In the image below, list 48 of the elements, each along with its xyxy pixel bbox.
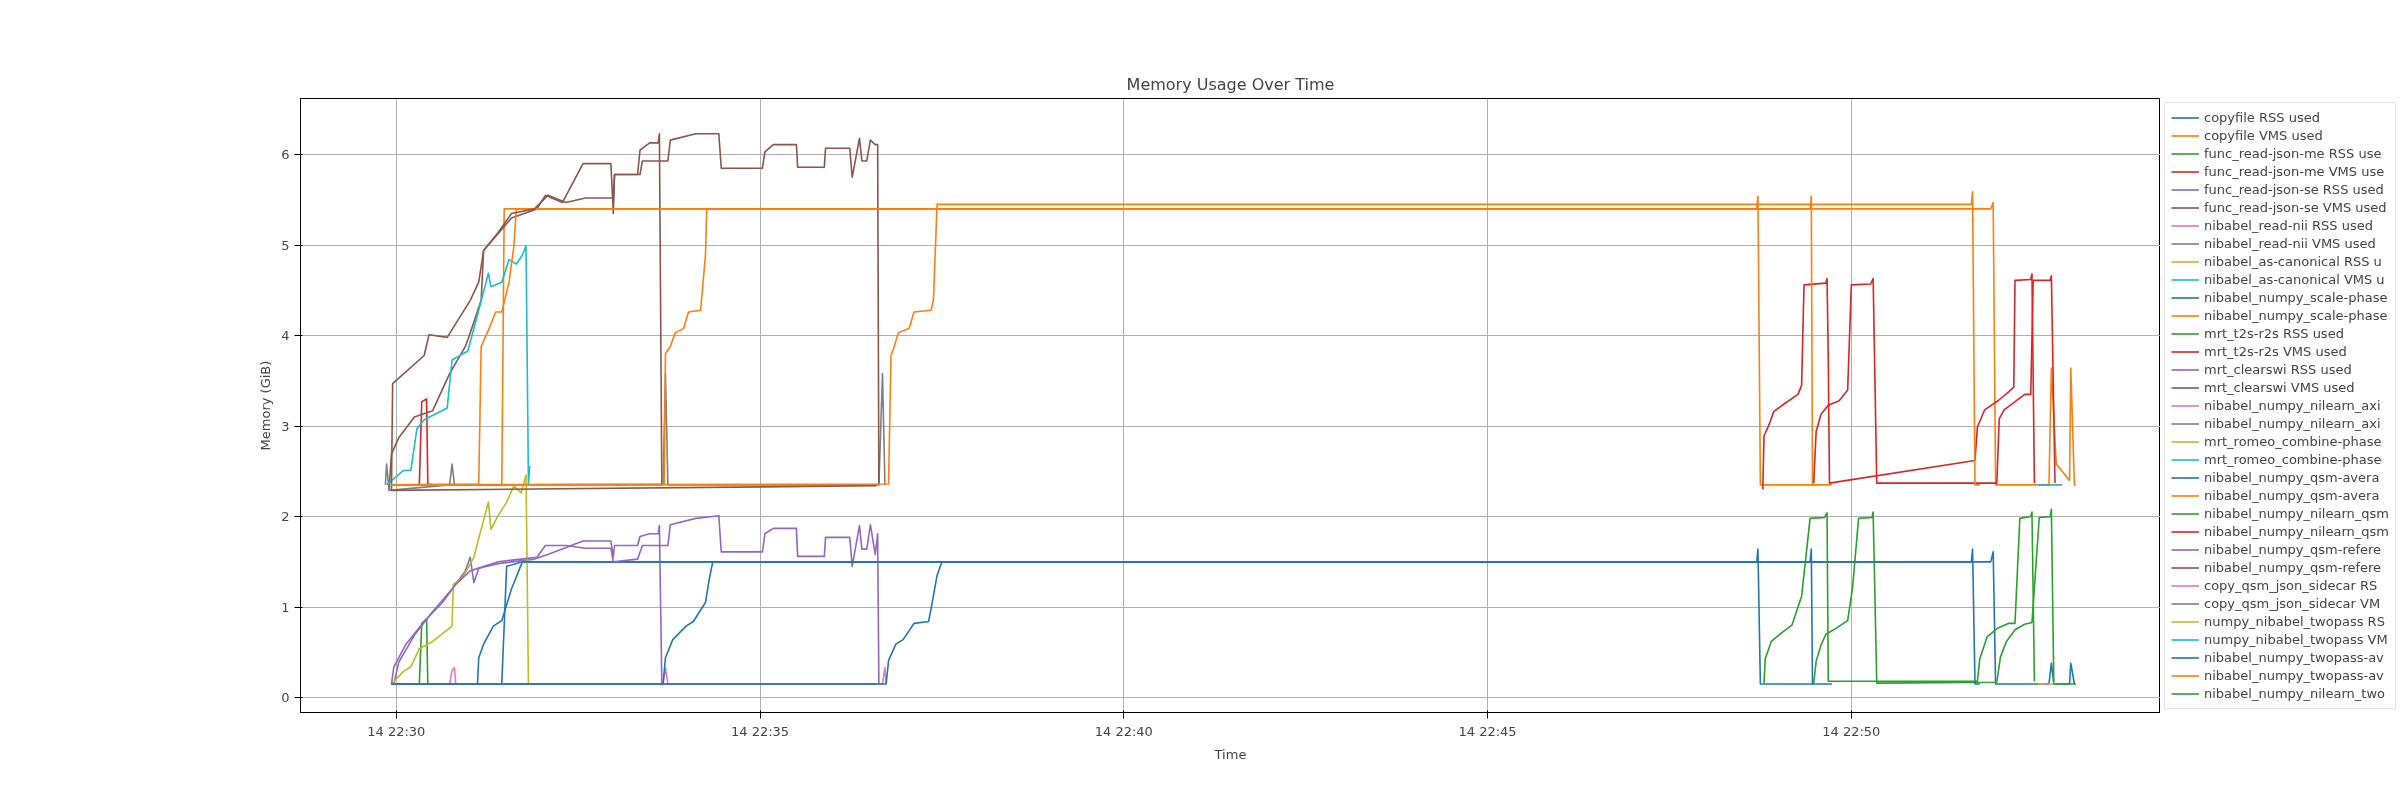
legend-label: numpy_nibabel_twopass VM (2204, 631, 2388, 648)
y-tick-label: 3 (281, 418, 290, 434)
legend-label: func_read-json-se RSS used (2204, 181, 2384, 198)
legend-label: nibabel_as-canonical RSS u (2204, 253, 2382, 270)
x-tick-label: 14 22:30 (367, 723, 426, 739)
legend-label: mrt_t2s-r2s VMS used (2204, 343, 2347, 360)
y-tick-label: 5 (281, 237, 290, 253)
legend-label: mrt_clearswi RSS used (2204, 361, 2352, 378)
legend-label: mrt_clearswi VMS used (2204, 379, 2355, 396)
legend-label: nibabel_numpy_scale-phase (2204, 289, 2388, 306)
legend-label: func_read-json-se VMS used (2204, 199, 2387, 216)
legend-label: nibabel_numpy_qsm-refere (2204, 559, 2382, 576)
legend-label: func_read-json-me VMS use (2204, 163, 2385, 180)
x-tick-label: 14 22:50 (1822, 723, 1881, 739)
legend-label: nibabel_numpy_scale-phase (2204, 307, 2388, 324)
legend-label: nibabel_as-canonical VMS u (2204, 271, 2385, 288)
legend-label: mrt_romeo_combine-phase (2204, 451, 2382, 468)
chart-title: Memory Usage Over Time (1126, 74, 1335, 94)
y-tick-label: 2 (281, 509, 290, 525)
y-tick-label: 4 (281, 328, 290, 344)
y-tick-label: 0 (281, 690, 290, 706)
legend-label: numpy_nibabel_twopass RS (2204, 613, 2385, 630)
y-axis-title: Memory (GiB) (258, 360, 274, 451)
legend-label: copy_qsm_json_sidecar RS (2204, 577, 2378, 594)
legend-label: nibabel_numpy_nilearn_axi (2204, 415, 2381, 432)
y-tick-label: 6 (281, 147, 290, 163)
legend-label: nibabel_numpy_nilearn_axi (2204, 397, 2381, 414)
legend-label: copyfile RSS used (2204, 109, 2320, 126)
x-axis-title: Time (1213, 746, 1247, 762)
legend-label: nibabel_numpy_twopass-av (2204, 667, 2384, 684)
legend-label: nibabel_numpy_nilearn_two (2204, 685, 2385, 702)
legend-label: mrt_romeo_combine-phase (2204, 433, 2382, 450)
legend-label: nibabel_numpy_qsm-avera (2204, 487, 2380, 504)
legend-label: nibabel_numpy_nilearn_qsm (2204, 505, 2389, 522)
legend-label: func_read-json-me RSS use (2204, 145, 2382, 162)
y-tick-label: 1 (281, 599, 290, 615)
legend-label: mrt_t2s-r2s RSS used (2204, 325, 2344, 342)
x-tick-label: 14 22:45 (1458, 723, 1517, 739)
legend-label: nibabel_numpy_qsm-avera (2204, 469, 2380, 486)
legend-label: nibabel_read-nii VMS used (2204, 235, 2376, 252)
legend-label: nibabel_numpy_nilearn_qsm (2204, 523, 2389, 540)
x-tick-label: 14 22:35 (730, 723, 790, 739)
legend-label: nibabel_numpy_twopass-av (2204, 649, 2384, 666)
legend-label: nibabel_read-nii RSS used (2204, 217, 2373, 234)
legend-label: nibabel_numpy_qsm-refere (2204, 541, 2382, 558)
legend-label: copy_qsm_json_sidecar VM (2204, 595, 2381, 612)
x-tick-label: 14 22:40 (1094, 723, 1153, 739)
legend-label: copyfile VMS used (2204, 127, 2323, 144)
